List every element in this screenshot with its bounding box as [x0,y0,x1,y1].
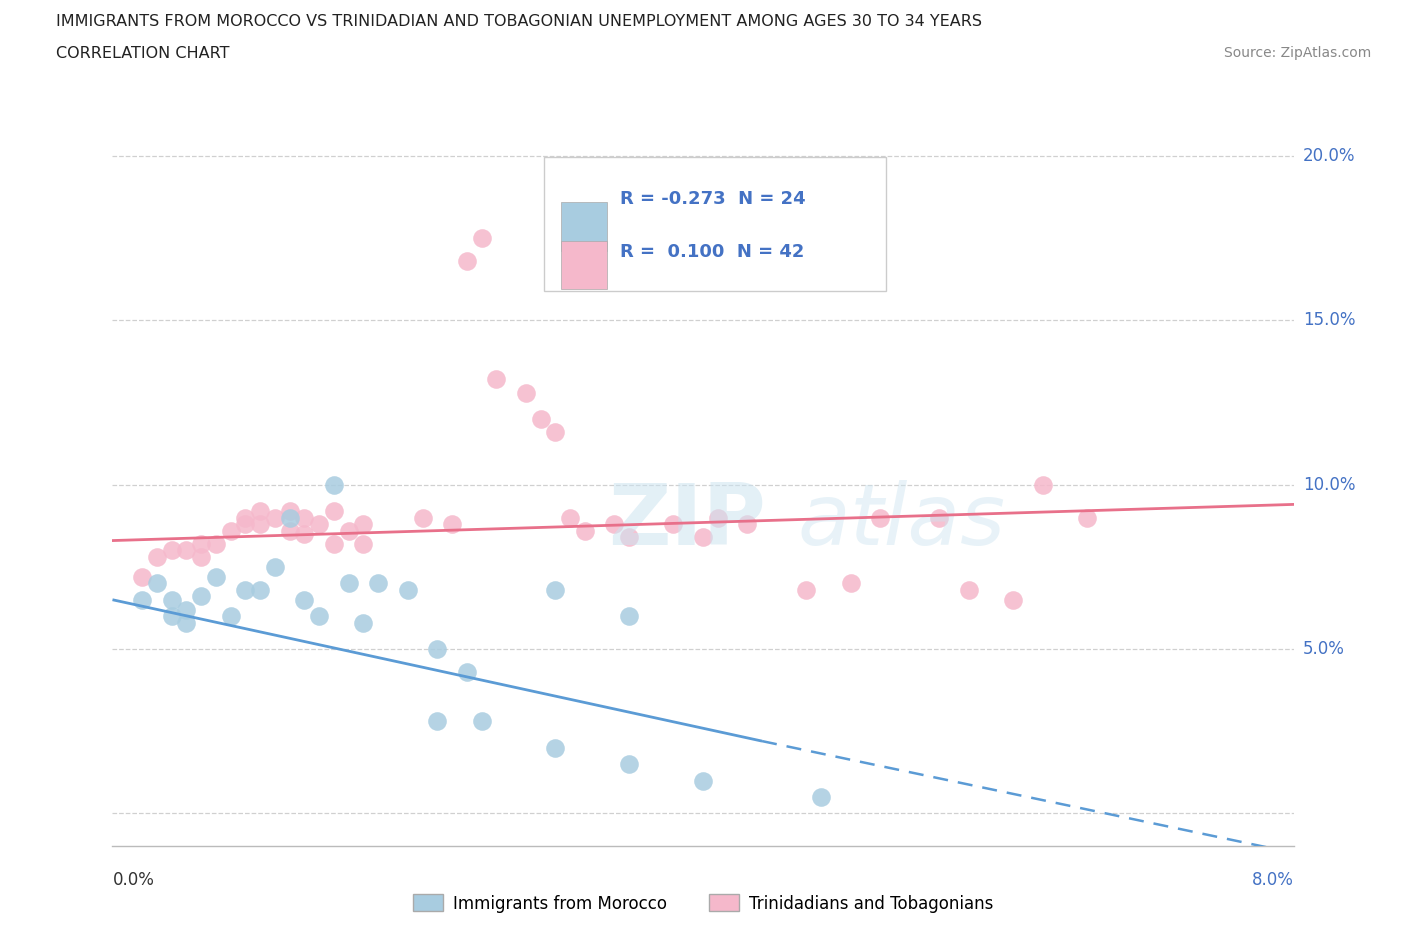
Point [544,740,567,755]
Point [264,511,287,525]
Point [292,526,315,541]
Legend: Immigrants from Morocco, Trinidadians and Tobagonians: Immigrants from Morocco, Trinidadians an… [406,888,1000,919]
Point [278,503,301,518]
Point [308,517,330,532]
Point [352,537,374,551]
Text: ZIP: ZIP [609,480,766,563]
Text: 8.0%: 8.0% [1251,871,1294,889]
Point [160,592,183,607]
Point [249,582,271,597]
Point [662,517,685,532]
Point [707,511,730,525]
Point [1076,511,1098,525]
Point [471,231,494,246]
Point [396,582,419,597]
Point [146,550,169,565]
Point [205,569,228,584]
FancyBboxPatch shape [561,241,607,289]
Point [619,757,641,772]
Point [323,503,346,518]
Point [603,517,626,532]
Text: R = -0.273  N = 24: R = -0.273 N = 24 [620,190,806,208]
Point [146,576,169,591]
Point [233,517,256,532]
Text: CORRELATION CHART: CORRELATION CHART [56,46,229,61]
Point [810,790,832,804]
Point [352,616,374,631]
Point [160,609,183,624]
Point [574,524,596,538]
Point [1001,592,1024,607]
Point [233,582,256,597]
Point [308,609,330,624]
Point [249,503,271,518]
Point [869,511,891,525]
Point [264,560,287,575]
Point [131,569,153,584]
Point [456,665,478,680]
Point [692,530,714,545]
Point [323,477,346,492]
Point [190,550,212,565]
Text: 15.0%: 15.0% [1303,312,1355,329]
Point [560,511,582,525]
Point [190,589,212,604]
Point [292,592,315,607]
Point [529,411,551,426]
Point [190,537,212,551]
Text: atlas: atlas [797,480,1005,563]
Point [205,537,228,551]
Point [131,592,153,607]
Text: 20.0%: 20.0% [1303,147,1355,165]
Point [174,616,197,631]
Text: 0.0%: 0.0% [112,871,155,889]
Point [471,714,494,729]
Point [292,511,315,525]
Point [544,425,567,440]
Point [515,385,537,400]
Point [278,524,301,538]
Point [619,609,641,624]
Text: IMMIGRANTS FROM MOROCCO VS TRINIDADIAN AND TOBAGONIAN UNEMPLOYMENT AMONG AGES 30: IMMIGRANTS FROM MOROCCO VS TRINIDADIAN A… [56,14,983,29]
Point [692,773,714,788]
Point [219,524,242,538]
Point [928,511,950,525]
Text: R =  0.100  N = 42: R = 0.100 N = 42 [620,244,804,261]
Point [957,582,980,597]
Point [426,642,449,657]
Point [796,582,818,597]
Point [456,254,478,269]
Point [367,576,389,591]
Text: 10.0%: 10.0% [1303,475,1355,494]
Point [441,517,464,532]
Point [839,576,862,591]
Text: 5.0%: 5.0% [1303,640,1346,658]
Point [337,576,360,591]
Point [737,517,759,532]
Point [352,517,374,532]
Point [160,543,183,558]
Point [619,530,641,545]
Point [174,602,197,617]
Point [1032,477,1054,492]
Point [412,511,434,525]
Text: Source: ZipAtlas.com: Source: ZipAtlas.com [1223,46,1371,60]
Point [337,524,360,538]
Point [323,537,346,551]
Point [219,609,242,624]
Point [233,511,256,525]
FancyBboxPatch shape [561,203,607,251]
Point [426,714,449,729]
Point [544,582,567,597]
Point [278,511,301,525]
Point [174,543,197,558]
FancyBboxPatch shape [544,157,886,291]
Point [485,372,508,387]
Point [249,517,271,532]
